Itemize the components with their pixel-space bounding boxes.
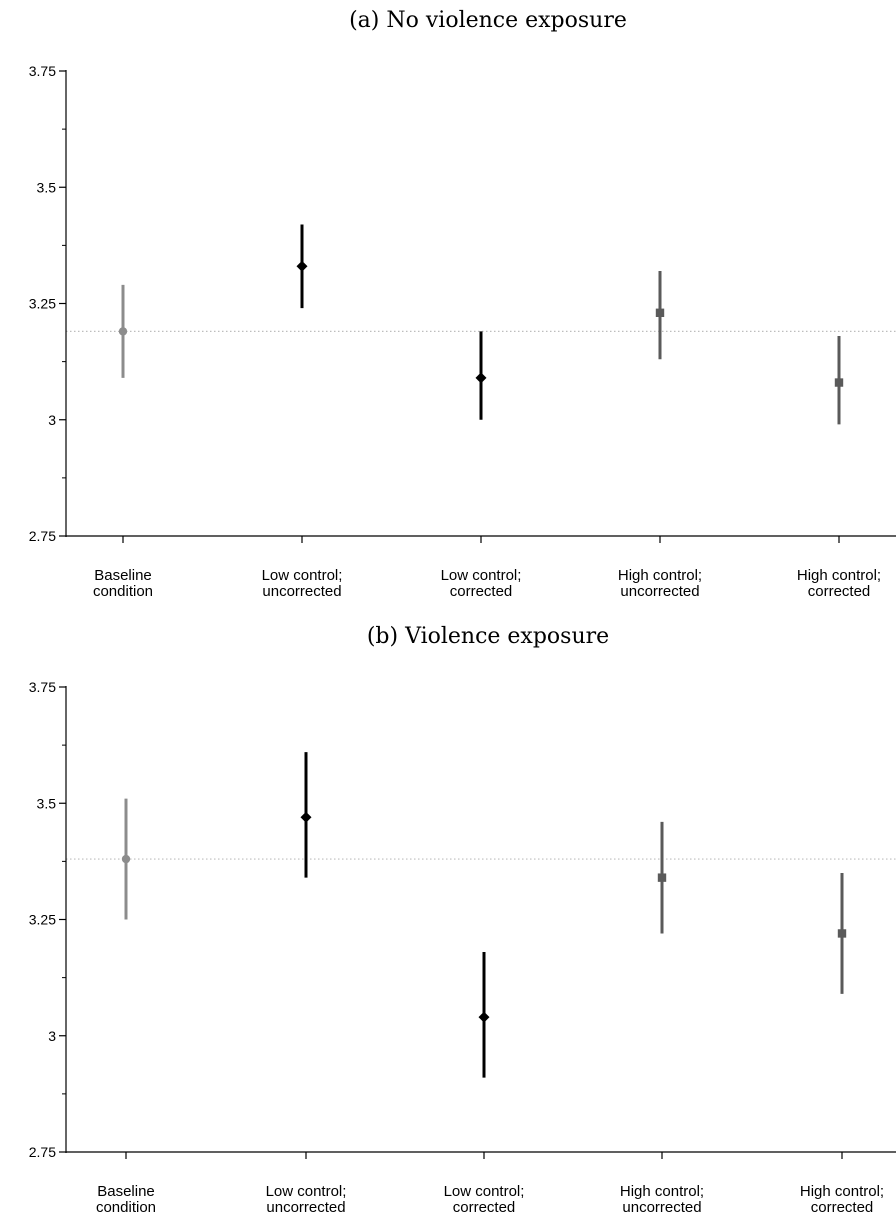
point-marker-diamond (475, 372, 487, 384)
y-tick-label: 3 (48, 412, 56, 428)
y-tick-label: 3.75 (29, 63, 56, 79)
point-marker-circle (118, 327, 128, 336)
point-marker-diamond (478, 1011, 490, 1023)
x-tick-label: Low control; corrected (441, 567, 522, 600)
point-marker-square (657, 873, 667, 882)
x-tick-label: High control; uncorrected (620, 1183, 704, 1216)
point-marker-square (655, 308, 665, 317)
x-tick-label: Baseline condition (93, 567, 153, 600)
point-marker-square (834, 378, 844, 387)
point-marker-circle (121, 854, 131, 864)
y-tick-label: 2.75 (29, 528, 56, 544)
chart-panel-1: (a) No violence exposure 2.75 3 3.25 3.5 3.75… (29, 8, 896, 600)
chart-panel-2: (b) Violence exposure 2.75 3 3.25 3.5 3.75 Bas… (29, 624, 896, 1216)
y-tick-label: 3.5 (37, 179, 57, 195)
y-tick-label: 3.25 (29, 912, 56, 928)
x-tick-label: High control; corrected (797, 567, 881, 600)
x-tick-label: Low control; uncorrected (262, 567, 343, 600)
x-tick-label: High control; corrected (800, 1183, 884, 1216)
panel-title: (b) Violence exposure (367, 624, 609, 649)
y-tick-label: 2.75 (29, 1144, 56, 1160)
panel-title: (a) No violence exposure (349, 8, 627, 33)
y-tick-label: 3.5 (37, 795, 57, 811)
point-marker-diamond (300, 811, 312, 823)
x-tick-label: Low control; corrected (444, 1183, 525, 1216)
y-tick-label: 3.25 (29, 296, 56, 312)
x-tick-label: Baseline condition (96, 1183, 156, 1216)
x-tick-label: High control; uncorrected (618, 567, 702, 600)
y-tick-label: 3 (48, 1028, 56, 1044)
point-marker-square (837, 929, 847, 938)
x-tick-label: Low control; uncorrected (266, 1183, 347, 1216)
point-marker-diamond (296, 260, 308, 272)
y-tick-label: 3.75 (29, 679, 56, 695)
